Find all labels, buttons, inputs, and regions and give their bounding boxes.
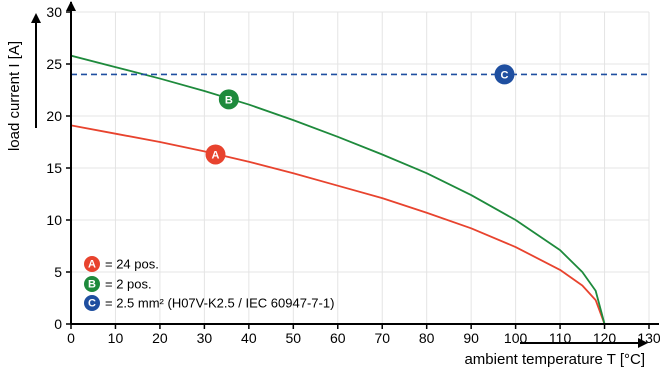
y-tick-label: 20	[46, 108, 62, 124]
x-tick-label: 50	[286, 330, 302, 346]
x-tick-label: 120	[593, 330, 617, 346]
x-tick-label: 80	[419, 330, 435, 346]
x-tick-label: 110	[549, 330, 572, 346]
legend: A = 24 pos. B = 2 pos. C = 2.5 mm² (H07V-K2.5…	[84, 256, 334, 311]
marker-b: B	[218, 89, 239, 110]
marker-a: A	[205, 144, 226, 165]
grid	[71, 11, 650, 324]
legend-label: = 2.5 mm² (H07V-K2.5 / IEC 60947-7-1)	[105, 296, 334, 311]
y-axis-title: load current I [A]	[6, 41, 23, 151]
x-axis-title: ambient temperature T [°C]	[464, 351, 645, 368]
series-layer	[71, 54, 649, 324]
x-tick-label: 100	[504, 330, 528, 346]
x-tick-label: 10	[108, 330, 124, 346]
legend-entry-c: C = 2.5 mm² (H07V-K2.5 / IEC 60947-7-1)	[84, 295, 334, 311]
series-line-b	[71, 54, 606, 324]
axes	[31, 1, 659, 348]
marker-letter: C	[501, 69, 509, 81]
legend-entry-a: A = 24 pos.	[84, 256, 159, 272]
x-tick-label: 20	[152, 330, 168, 346]
x-tick-label: 90	[463, 330, 479, 346]
y-tick-label: 30	[46, 4, 62, 20]
x-tick-label: 60	[330, 330, 346, 346]
y-tick-label: 5	[54, 264, 62, 280]
x-tick-label: 0	[67, 330, 75, 346]
x-title-arrow-head	[638, 338, 648, 348]
y-tick-label: 0	[54, 316, 62, 332]
y-axis-arrow	[66, 1, 76, 11]
y-title-arrow-head	[31, 13, 41, 23]
legend-label: = 2 pos.	[105, 277, 152, 292]
legend-key: B	[88, 279, 96, 291]
markers: A B C	[205, 64, 515, 165]
marker-letter: A	[212, 149, 220, 161]
legend-swatch	[84, 276, 100, 292]
ticks: 0 10 20 30 40 50 60 70 80 90 100 110 120 130 0 5 10 15 20 2…	[46, 4, 660, 346]
y-tick-label: 25	[46, 56, 62, 72]
legend-entry-b: B = 2 pos.	[84, 276, 152, 292]
legend-key: C	[88, 298, 96, 310]
legend-swatch	[84, 295, 100, 311]
marker-letter: B	[225, 94, 233, 106]
x-tick-label: 30	[197, 330, 213, 346]
legend-key: A	[88, 259, 96, 271]
y-tick-label: 10	[46, 212, 62, 228]
x-tick-label: 70	[374, 330, 390, 346]
x-tick-label: 130	[637, 330, 660, 346]
y-tick-label: 15	[46, 160, 62, 176]
legend-label: = 24 pos.	[105, 257, 159, 272]
marker-c: C	[494, 64, 515, 85]
x-tick-label: 40	[241, 330, 257, 346]
series-line-a	[71, 124, 606, 324]
legend-swatch	[84, 256, 100, 272]
